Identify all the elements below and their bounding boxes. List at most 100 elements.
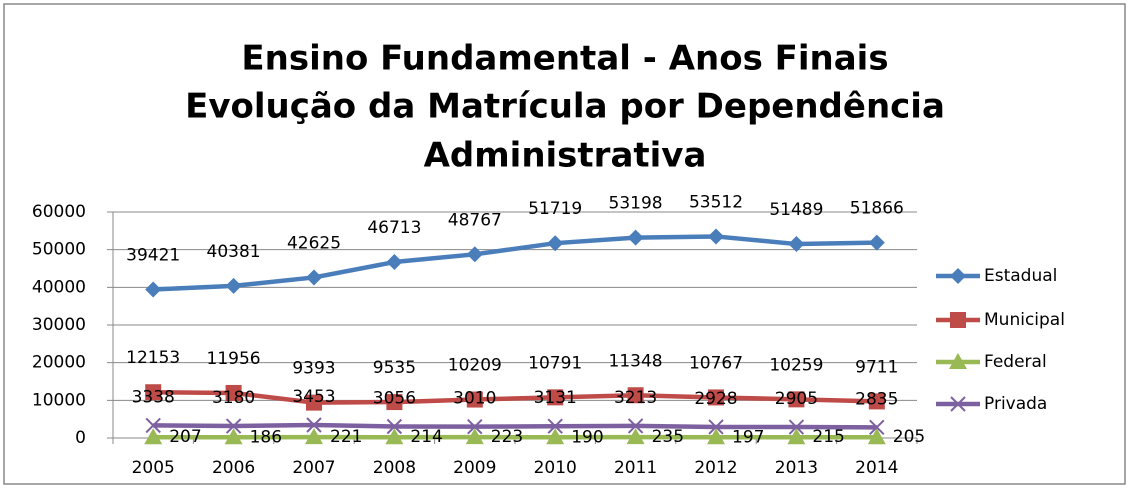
marker xyxy=(386,394,403,411)
chart-title: Evolução da Matrícula por Dependência xyxy=(185,87,945,127)
marker xyxy=(869,419,885,436)
marker xyxy=(144,428,163,445)
data-label: 9393 xyxy=(292,359,335,379)
x-tick-label: 2010 xyxy=(534,458,577,478)
marker xyxy=(708,389,724,406)
marker xyxy=(627,229,644,246)
marker xyxy=(225,384,242,401)
data-label: 39421 xyxy=(126,246,180,266)
data-label: 53198 xyxy=(609,194,663,214)
data-label: 2905 xyxy=(775,389,818,409)
y-tick-label: 20000 xyxy=(32,353,86,373)
data-label: 51866 xyxy=(850,199,904,219)
data-label: 3180 xyxy=(212,388,255,408)
x-tick-label: 2007 xyxy=(292,458,335,478)
marker xyxy=(867,428,886,445)
x-tick-label: 2013 xyxy=(775,458,818,478)
data-label: 207 xyxy=(169,427,201,447)
chart-title: Administrativa xyxy=(424,136,707,176)
marker xyxy=(547,389,564,406)
series-line xyxy=(153,389,877,405)
x-tick-label: 2011 xyxy=(614,458,657,478)
data-label: 3056 xyxy=(373,388,416,408)
data-label: 2928 xyxy=(694,389,737,409)
data-label: 12153 xyxy=(126,348,180,368)
marker xyxy=(145,281,162,298)
x-tick-label: 2006 xyxy=(212,458,255,478)
y-tick-label: 50000 xyxy=(32,240,86,260)
marker xyxy=(306,269,322,286)
series-line xyxy=(153,422,877,430)
marker xyxy=(305,428,323,445)
legend-label: Estadual xyxy=(984,266,1057,286)
data-label: 9535 xyxy=(373,358,416,378)
data-label: 190 xyxy=(571,427,603,447)
marker xyxy=(547,235,564,252)
marker xyxy=(707,428,725,445)
x-tick-label: 2008 xyxy=(373,458,416,478)
marker xyxy=(868,393,885,410)
data-label: 2835 xyxy=(855,389,898,409)
marker xyxy=(386,254,403,271)
legend-marker xyxy=(950,396,966,412)
data-label: 10767 xyxy=(689,353,743,373)
legend-label: Municipal xyxy=(984,310,1065,330)
data-label: 197 xyxy=(732,427,764,447)
data-label: 205 xyxy=(893,427,925,447)
data-label: 53512 xyxy=(689,192,743,212)
legend-label: Privada xyxy=(984,394,1047,414)
marker xyxy=(868,234,885,251)
legend-marker xyxy=(950,312,966,328)
data-label: 214 xyxy=(410,427,442,447)
marker xyxy=(145,417,161,434)
data-label: 3453 xyxy=(292,387,335,407)
marker xyxy=(465,428,484,445)
marker xyxy=(466,246,483,263)
marker xyxy=(306,394,322,411)
marker xyxy=(626,428,645,445)
data-label: 215 xyxy=(812,427,844,447)
marker xyxy=(546,428,565,445)
data-label: 3338 xyxy=(132,387,175,407)
data-label: 42625 xyxy=(287,233,341,253)
data-label: 235 xyxy=(652,427,684,447)
data-label: 223 xyxy=(491,427,523,447)
legend-marker xyxy=(949,353,967,369)
marker xyxy=(788,391,805,408)
y-tick-label: 0 xyxy=(75,428,86,448)
x-tick-label: 2012 xyxy=(694,458,737,478)
marker xyxy=(306,417,322,433)
data-label: 51719 xyxy=(528,199,582,219)
marker xyxy=(385,428,404,445)
marker xyxy=(225,277,242,294)
y-tick-label: 60000 xyxy=(32,202,86,222)
y-tick-label: 10000 xyxy=(32,390,86,410)
marker xyxy=(224,428,243,445)
series-line xyxy=(153,234,877,292)
data-label: 3213 xyxy=(614,388,657,408)
marker xyxy=(708,228,724,245)
marker xyxy=(788,236,805,253)
data-label: 186 xyxy=(250,427,282,447)
data-label: 48767 xyxy=(448,210,502,230)
marker xyxy=(386,418,403,435)
marker xyxy=(547,418,563,434)
data-label: 10259 xyxy=(769,355,823,375)
chart-title: Ensino Fundamental - Anos Finais xyxy=(241,39,888,79)
marker xyxy=(627,387,644,404)
data-label: 11348 xyxy=(609,351,663,371)
marker xyxy=(225,418,242,434)
marker xyxy=(708,419,724,435)
marker xyxy=(627,418,644,434)
legend-marker xyxy=(950,268,966,284)
legend-label: Federal xyxy=(984,352,1047,372)
data-label: 11956 xyxy=(207,349,261,369)
marker xyxy=(145,384,162,401)
data-label: 40381 xyxy=(207,242,261,262)
data-label: 10209 xyxy=(448,356,502,376)
marker xyxy=(466,391,483,408)
marker xyxy=(787,428,806,445)
x-tick-label: 2005 xyxy=(132,458,175,478)
marker xyxy=(467,418,483,435)
